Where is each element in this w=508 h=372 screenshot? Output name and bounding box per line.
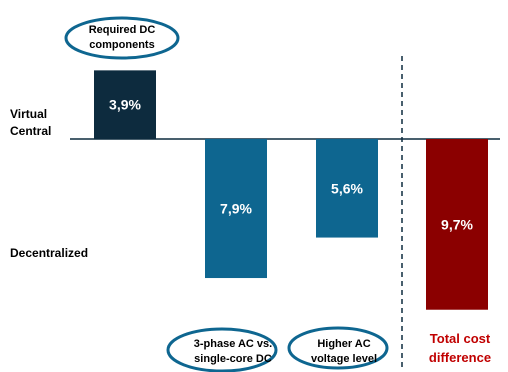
bar-3: [316, 139, 378, 238]
value-label-1: 3,9%: [109, 97, 141, 113]
category-circle-2: [166, 327, 278, 372]
row-label-decentralized: Decentralized: [10, 246, 88, 260]
value-label-4: 9,7%: [441, 216, 473, 232]
row-labels: Virtual Central Decentralized: [10, 107, 88, 260]
category-label-4-line-1: Total cost: [430, 331, 491, 346]
category-label-2-line-2: single-core DC: [194, 353, 272, 365]
bar-1: [94, 70, 156, 139]
value-labels: 3,9% 7,9% 5,6% 9,7%: [109, 97, 473, 233]
bar-4: [426, 139, 488, 310]
row-label-central: Central: [10, 124, 51, 138]
bar-2: [205, 139, 267, 279]
value-label-3: 5,6%: [331, 180, 363, 196]
value-label-2: 7,9%: [220, 201, 252, 217]
category-label-1-line-2: components: [89, 39, 154, 51]
category-label-4-line-2: difference: [429, 350, 491, 365]
row-label-virtual: Virtual: [10, 107, 47, 121]
category-label-2-line-1: 3-phase AC vs.: [194, 338, 272, 350]
bars: [94, 70, 488, 310]
category-label-3-line-2: voltage level: [311, 353, 377, 365]
category-labels: Required DC components 3-phase AC vs. singl…: [64, 16, 491, 372]
category-circle-3: [287, 326, 389, 370]
category-label-1-line-1: Required DC: [89, 24, 156, 36]
category-circle-1: [64, 16, 180, 60]
category-label-3-line-1: Higher AC: [317, 338, 370, 350]
